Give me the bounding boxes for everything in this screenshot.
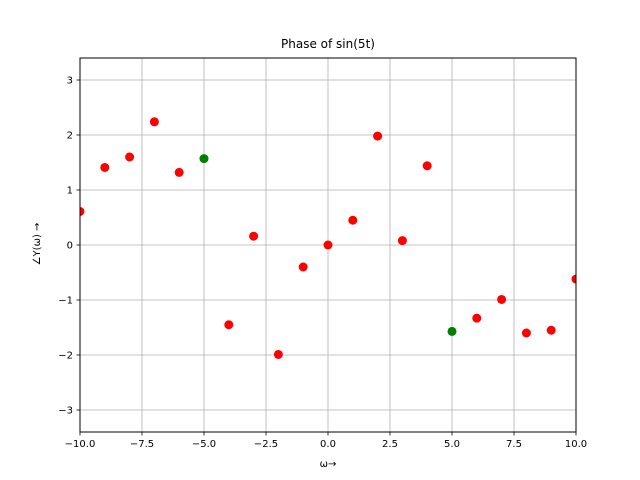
- x-tick-label: 7.5: [506, 439, 522, 450]
- y-axis-label: ∠Y(ω) →: [32, 223, 43, 266]
- y-tick-label: 3: [67, 76, 73, 87]
- red-data-point: [323, 240, 333, 250]
- y-tick-label: −2: [58, 351, 73, 362]
- red-data-point: [249, 231, 259, 241]
- y-axis-ticks: −3 −2 −1 0 1 2 3: [58, 76, 80, 417]
- red-data-point: [373, 131, 383, 141]
- x-tick-label: 0.0: [320, 439, 336, 450]
- red-data-point: [497, 294, 507, 304]
- red-data-point: [125, 152, 135, 162]
- red-data-point: [546, 325, 556, 335]
- x-axis-label: ω→: [320, 459, 337, 470]
- red-data-point: [100, 162, 110, 172]
- y-tick-label: −3: [58, 406, 73, 417]
- red-data-point: [348, 215, 358, 225]
- red-data-point: [174, 167, 184, 177]
- red-data-point: [422, 161, 432, 171]
- green-data-point: [199, 154, 209, 164]
- green-data-point: [447, 326, 457, 336]
- data-points: [80, 117, 576, 359]
- x-tick-label: 10.0: [565, 439, 587, 450]
- red-data-point: [224, 320, 234, 330]
- x-tick-label: 2.5: [382, 439, 398, 450]
- x-tick-label: −2.5: [254, 439, 278, 450]
- x-axis-ticks: −10.0 −7.5 −5.0 −2.5 0.0 2.5 5.0 7.5 10.0: [65, 432, 587, 450]
- x-tick-label: −10.0: [65, 439, 96, 450]
- red-data-point: [273, 349, 283, 359]
- y-tick-label: 1: [67, 186, 73, 197]
- y-tick-label: 0: [67, 241, 73, 252]
- chart-title: Phase of sin(5t): [281, 37, 375, 51]
- red-data-point: [571, 274, 576, 284]
- red-data-point: [521, 328, 531, 338]
- x-tick-label: −7.5: [130, 439, 154, 450]
- y-tick-label: 2: [67, 131, 73, 142]
- red-data-point: [472, 313, 482, 323]
- red-data-point: [397, 236, 407, 246]
- x-tick-label: 5.0: [444, 439, 460, 450]
- red-data-point: [298, 262, 308, 272]
- red-data-point: [149, 117, 159, 127]
- x-tick-label: −5.0: [192, 439, 216, 450]
- red-data-point: [80, 206, 85, 216]
- y-tick-label: −1: [58, 296, 73, 307]
